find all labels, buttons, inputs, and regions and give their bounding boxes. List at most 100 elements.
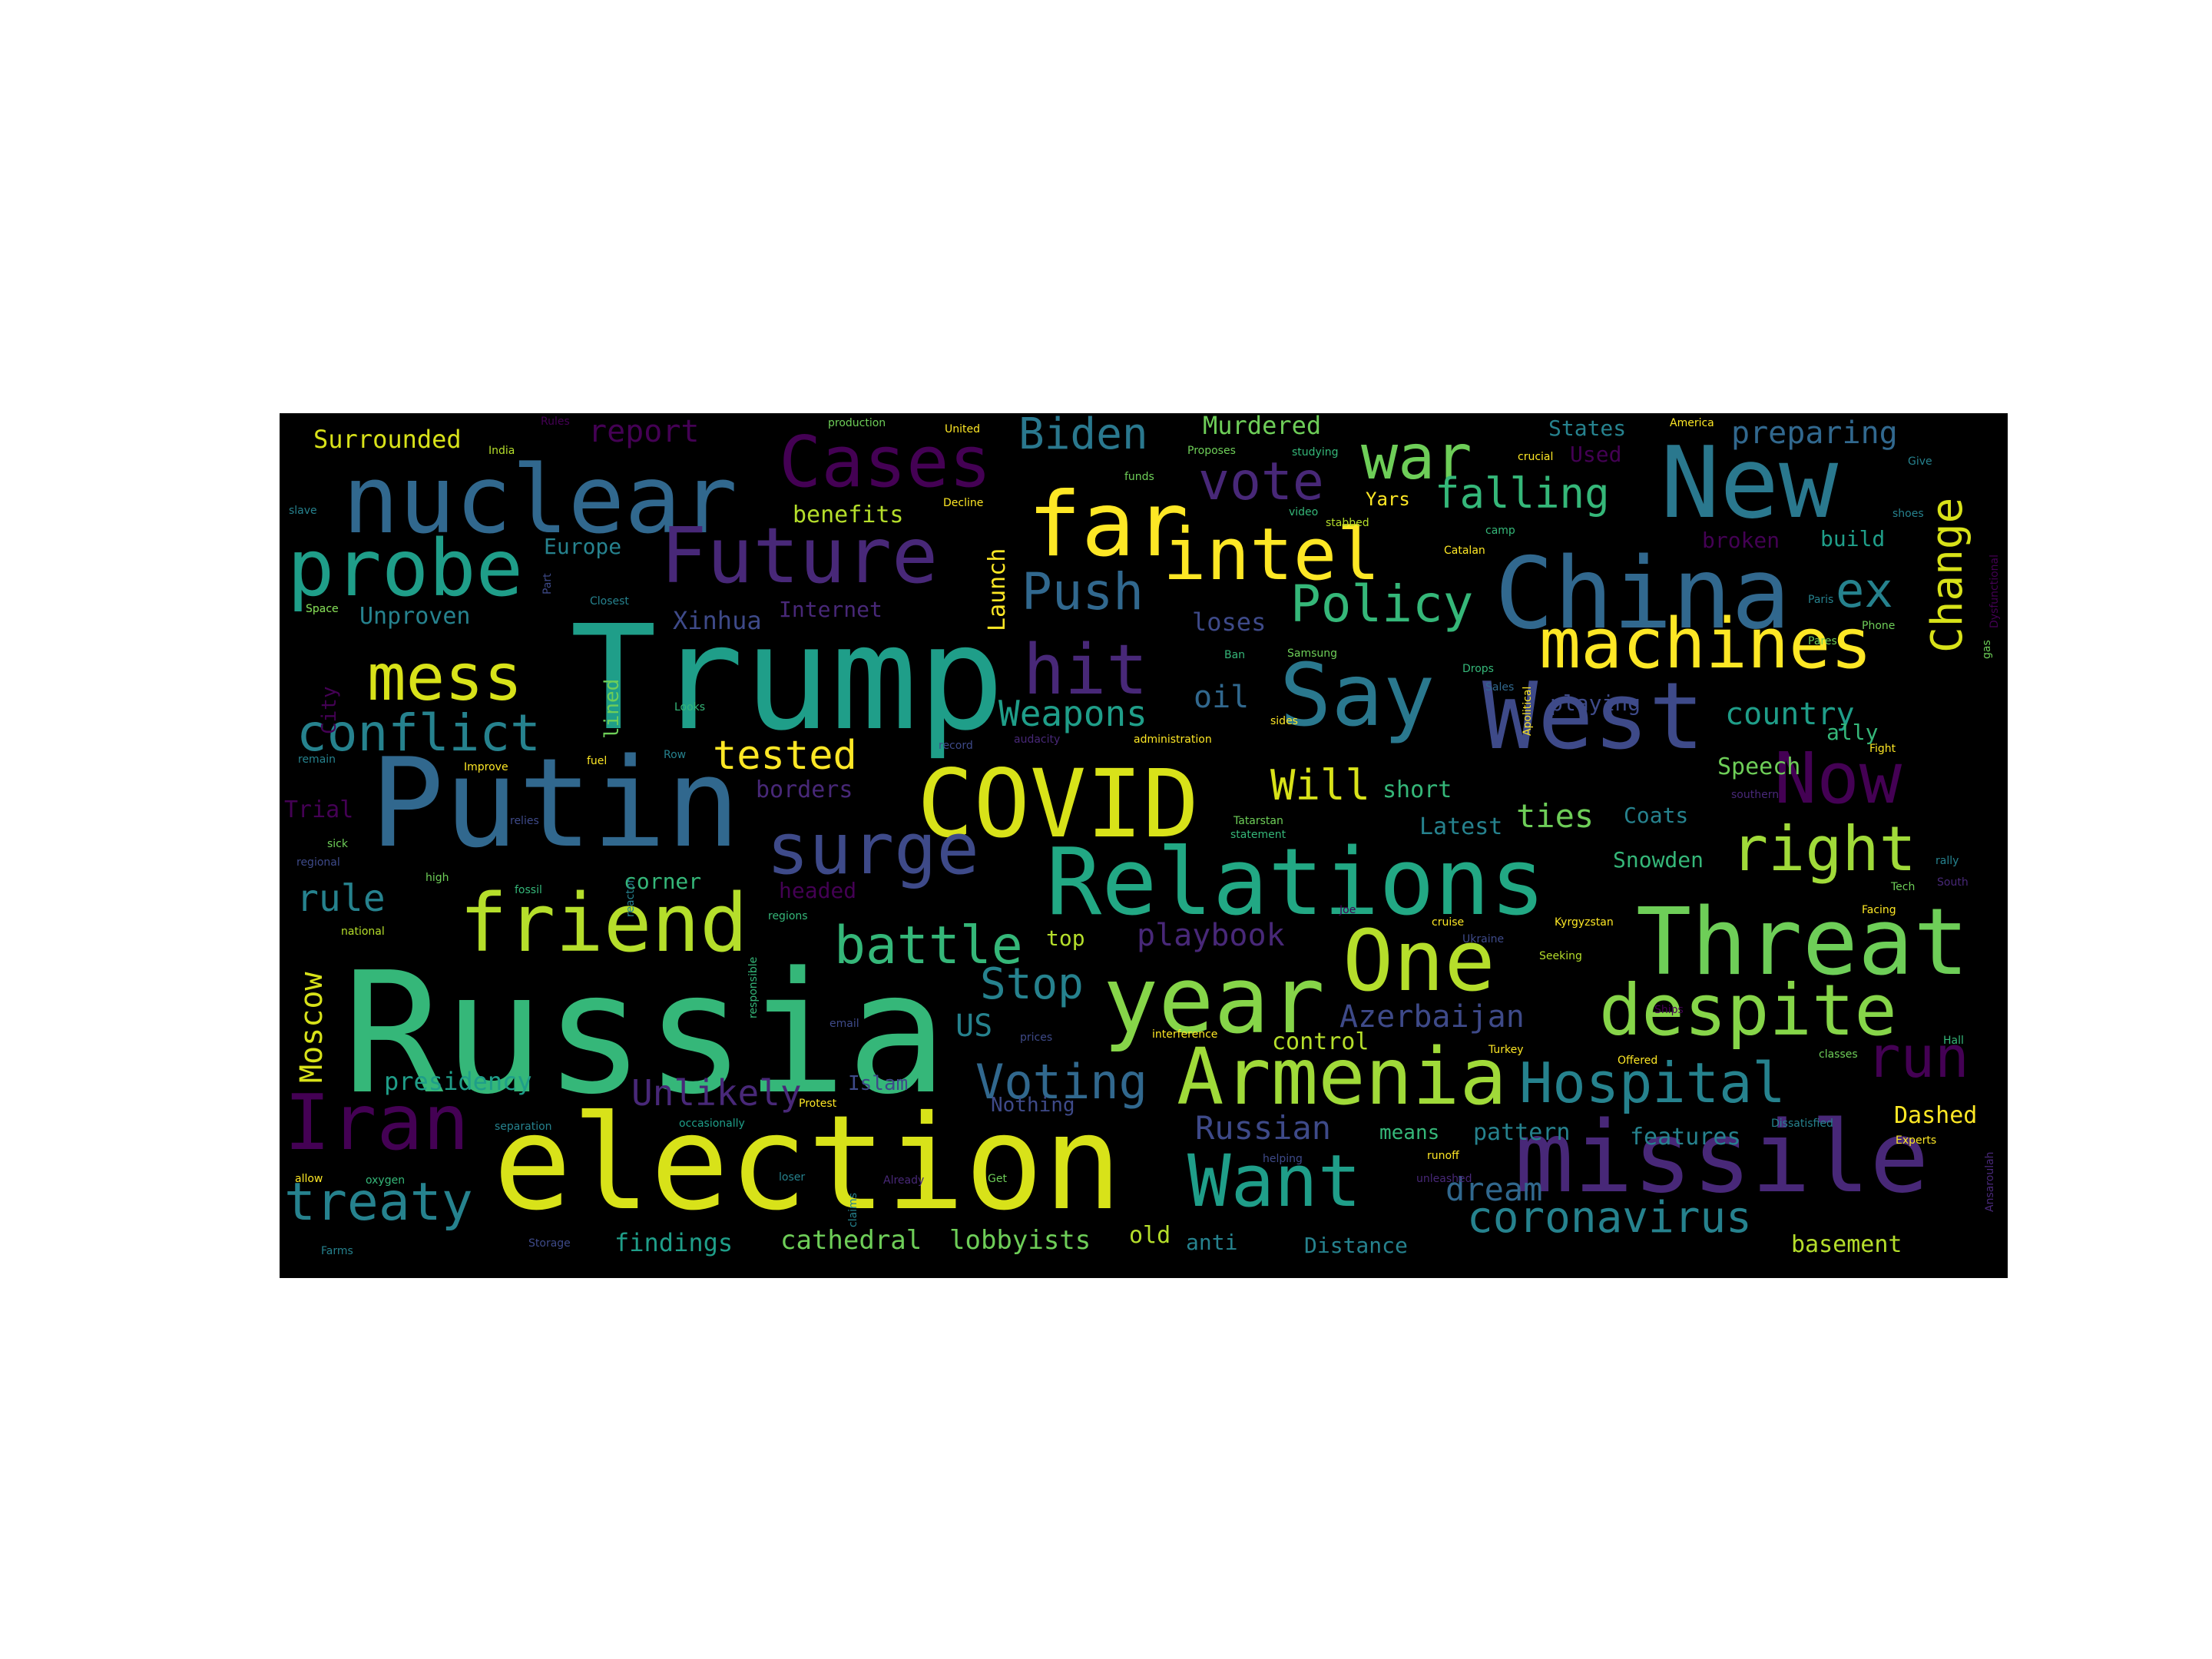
word-rules: Rules [541,416,570,428]
word-closest: Closest [590,595,629,608]
word-weapons: Weapons [998,693,1147,734]
word-islam: Islam [848,1072,909,1095]
word-give: Give [1908,455,1932,468]
word-china: China [1495,537,1791,651]
word-space: Space [306,603,339,615]
word-coronavirus: coronavirus [1467,1193,1752,1243]
word-looks: Looks [674,701,706,714]
word-machines: machines [1539,604,1873,684]
word-remain: remain [298,753,336,766]
word-will: Will [1270,761,1371,810]
word-yars: Yars [1366,488,1410,510]
word-report: report [588,414,700,449]
word-azerbaijan: Azerbaijan [1339,999,1525,1035]
word-cathedral: cathedral [780,1225,922,1256]
word-friend: friend [459,876,748,970]
word-right: right [1731,813,1916,885]
word-policy: Policy [1290,575,1474,634]
word-turkey: Turkey [1488,1044,1524,1056]
word-launch: Launch [984,548,1011,631]
word-far: far [1028,473,1189,577]
word-allow: allow [295,1173,323,1185]
word-cloud: Russia election Trump Putin missile Relations… [280,413,2008,1278]
word-occasionally: occasionally [679,1118,745,1130]
word-covid: COVID [917,750,1200,859]
word-production: production [828,417,886,429]
word-fight: Fight [1869,743,1896,755]
word-united: United [945,423,980,435]
word-fossil: fossil [515,884,542,896]
word-internet: Internet [779,597,882,622]
word-biden: Biden [1018,413,1148,459]
word-improve: Improve [464,761,508,773]
word-future: Future [661,511,939,601]
word-war: war [1361,422,1472,493]
word-rule: rule [296,877,386,920]
word-decline: Decline [943,497,984,509]
word-gas: gas [1981,640,1993,659]
word-prices: prices [1020,1031,1053,1044]
word-cases: Cases [779,421,992,503]
word-row: Row [664,749,687,761]
word-ex: ex [1836,562,1893,618]
word-dashed: Dashed [1894,1102,1978,1129]
word-battle: battle [834,916,1023,976]
word-responsible: responsible [747,956,760,1018]
word-southern: southern [1731,789,1780,801]
word-now: Now [1774,737,1902,820]
word-headed: headed [779,878,857,903]
word-america: America [1670,417,1714,429]
word-run: run [1866,1025,1969,1091]
word-hit: hit [1023,630,1148,710]
word-relations: Relations [1046,830,1546,936]
word-proposes: Proposes [1187,445,1236,457]
word-cruise: cruise [1432,916,1465,929]
word-iran: Iran [284,1078,469,1167]
word-trial: Trial [284,796,354,823]
word-dysfunctional: Dysfunctional [1988,554,2001,628]
word-ansaroulah: Ansaroulah [1984,1151,1996,1212]
word-funds: funds [1124,471,1154,483]
word-unproven: Unproven [359,603,471,630]
word-oxygen: oxygen [366,1174,406,1187]
word-high: high [426,872,449,884]
word-country: country [1725,697,1855,732]
word-drops: Drops [1462,663,1494,675]
word-missile: missile [1515,1101,1929,1215]
word-pattern: pattern [1473,1119,1571,1146]
word-kyrgyzstan: Kyrgyzstan [1555,916,1614,929]
word-features: features [1630,1124,1741,1151]
word-voting: Voting [975,1054,1147,1110]
word-russia: Russia [343,937,948,1131]
word-xinhua: Xinhua [673,606,762,635]
word-intel: intel [1163,513,1380,597]
word-latest: Latest [1419,813,1503,840]
word-tatarstan: Tatarstan [1233,815,1283,827]
word-seeking: Seeking [1539,950,1582,962]
word-lobbyists: lobbyists [949,1225,1091,1256]
word-national: national [341,926,385,938]
word-probe: probe [287,523,524,614]
word-india: India [488,445,515,457]
word-sick: sick [327,838,348,850]
word-borders: borders [756,777,853,803]
word-sides: sides [1270,715,1298,727]
word-tested: tested [713,733,857,779]
word-reactor: reactor [624,878,637,917]
word-election: election [493,1088,1122,1240]
word-trump: Trump [570,594,1005,763]
word-armenia: Armenia [1177,1031,1507,1123]
word-apolitical: Apolitical [1522,686,1534,736]
word-classes: classes [1819,1048,1858,1061]
word-year: year [1103,948,1325,1055]
word-protest: Protest [799,1098,837,1110]
word-used: Used [1570,442,1622,467]
word-oil: oil [1194,680,1250,715]
word-unleashed: unleashed [1416,1173,1472,1185]
word-surge: surge [767,808,979,890]
word-slave: slave [289,505,317,517]
word-change: Change [1922,497,1972,653]
word-conflict: conflict [296,704,541,763]
word-putin: Putin [370,731,740,875]
